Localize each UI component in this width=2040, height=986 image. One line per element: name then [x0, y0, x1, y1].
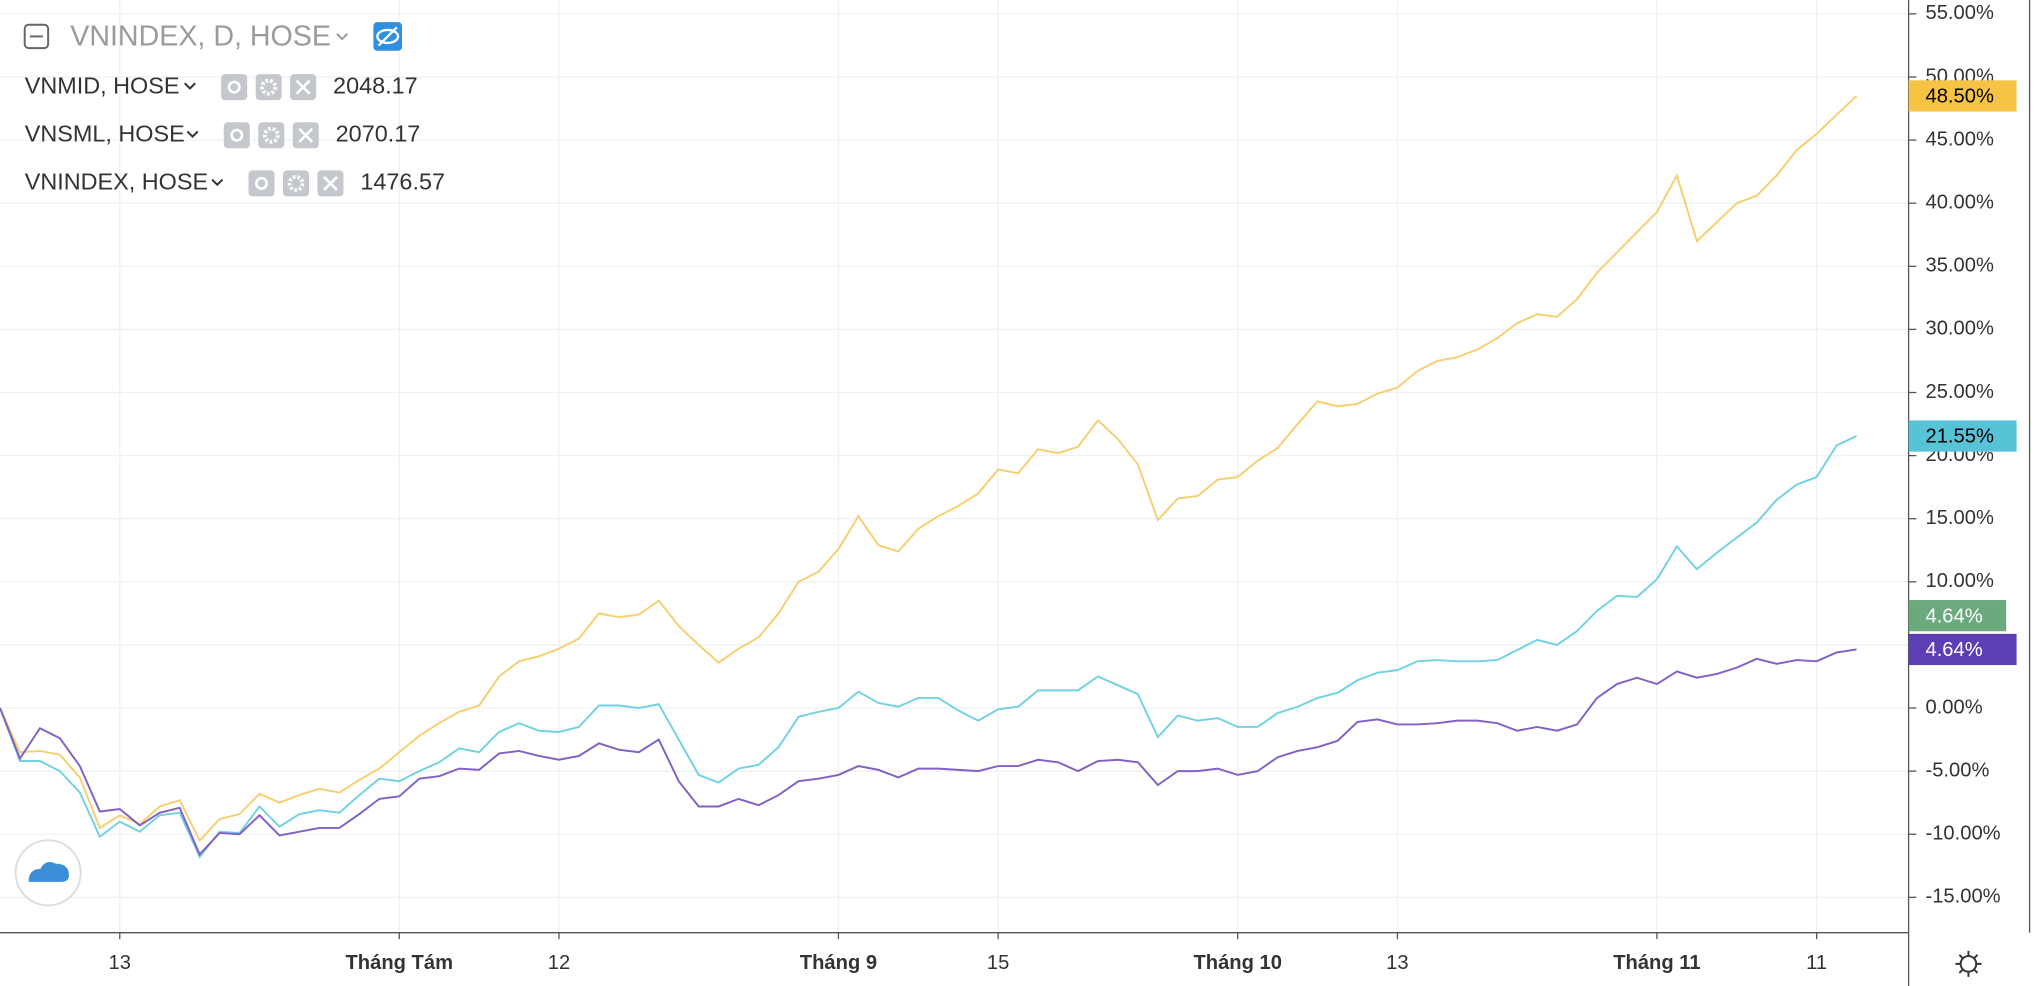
logo-cloud: [28, 861, 69, 882]
gear-teeth: [1955, 950, 1982, 977]
legend-chevron[interactable]: [211, 178, 224, 187]
close-icon: [323, 175, 338, 191]
legend-name: VNSML, HOSE: [25, 120, 185, 146]
y-tick-label: 55.00%: [1926, 2, 1994, 24]
x-tick-label: 11: [1806, 952, 1827, 974]
x-tick-label: Tháng 11: [1613, 952, 1700, 974]
series-line: [0, 95, 1858, 843]
settings-button[interactable]: [1955, 950, 1982, 977]
legend-settings-button[interactable]: [258, 122, 285, 149]
price-label-bg: [1908, 80, 2017, 112]
legend: VNINDEX, D, HOSE VNMID, HOSE 2048.17 VNSML…: [23, 20, 445, 197]
gear-icon: [262, 126, 280, 144]
eye-slash: [377, 26, 398, 47]
price-label: 48.50%: [1926, 86, 1994, 108]
legend-chevron[interactable]: [184, 82, 196, 90]
x-axis: 13 Tháng Tám 12 Tháng 9 15 Tháng 10 13 Tháng 11…: [109, 932, 1827, 974]
legend-settings-button[interactable]: [282, 170, 309, 197]
y-tick-label: 25.00%: [1926, 381, 1994, 403]
visibility-toggle[interactable]: [373, 22, 403, 51]
legend-value: 2048.17: [333, 72, 418, 98]
legend-eye-button[interactable]: [221, 74, 248, 101]
main-title: VNINDEX, D, HOSE: [70, 20, 331, 52]
legend-settings-button[interactable]: [255, 74, 282, 101]
legend-value: 2070.17: [336, 120, 421, 146]
price-label-bg: [1908, 600, 2007, 632]
grid: [0, 0, 1909, 933]
y-tick-label: 35.00%: [1926, 255, 1994, 277]
gear-icon: [260, 78, 278, 96]
y-tick-label: 45.00%: [1926, 128, 1994, 150]
series-line: [0, 648, 1857, 857]
y-tick-label: 40.00%: [1926, 192, 1994, 214]
legend-eye-button[interactable]: [223, 122, 250, 149]
logo: [14, 839, 82, 907]
eye-icon: [230, 128, 244, 142]
y-tick-label: -5.00%: [1926, 759, 1990, 781]
price-label: 4.64%: [1926, 639, 1983, 661]
y-tick-label: 10.00%: [1926, 570, 1994, 592]
collapse-button[interactable]: [23, 23, 50, 50]
x-tick-label: Tháng 10: [1193, 952, 1281, 974]
x-tick-label: Tháng Tám: [345, 952, 453, 974]
legend-eye-button[interactable]: [248, 170, 275, 197]
close-icon: [295, 79, 311, 95]
y-axis: -15.00%-10.00%-5.00%0.00%5.00%10.00%15.0…: [1908, 2, 2017, 908]
y-tick-label: 30.00%: [1926, 318, 1994, 340]
legend-name: VNMID, HOSE: [25, 72, 180, 98]
plot: [0, 95, 1858, 859]
x-tick-label: Tháng 9: [800, 952, 877, 974]
legend-chevron[interactable]: [186, 130, 199, 138]
close-icon: [298, 127, 314, 143]
price-label: 21.55%: [1926, 426, 1994, 448]
y-tick-label: -10.00%: [1926, 823, 2001, 845]
eye-icon: [227, 80, 241, 94]
title-chevron[interactable]: [336, 33, 349, 41]
eye-icon: [255, 176, 269, 190]
y-tick-label: 15.00%: [1926, 507, 1994, 529]
x-tick-label: 12: [548, 952, 570, 974]
x-tick-label: 13: [1386, 952, 1408, 974]
series-line: [0, 435, 1857, 859]
eye-icon: [376, 28, 400, 45]
y-tick-label: -15.00%: [1926, 886, 2001, 908]
y-tick-label: 0.00%: [1926, 696, 1983, 718]
price-label-bg: [1908, 633, 2017, 666]
price-label-bg: [1908, 420, 2017, 452]
x-tick-label: 13: [109, 952, 131, 974]
legend-value: 1476.57: [360, 169, 445, 195]
x-tick-label: 15: [987, 952, 1009, 974]
gear-icon: [287, 174, 305, 192]
price-label: 4.64%: [1926, 605, 1983, 627]
legend-name: VNINDEX, HOSE: [25, 169, 208, 195]
